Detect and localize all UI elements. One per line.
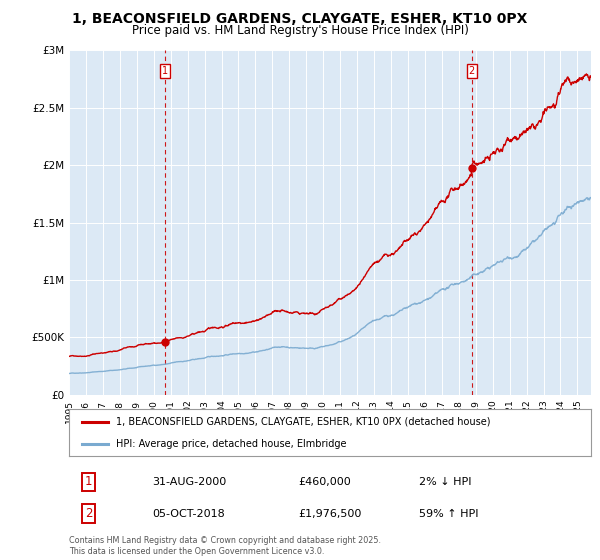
Text: 05-OCT-2018: 05-OCT-2018 bbox=[152, 508, 225, 519]
Text: £460,000: £460,000 bbox=[299, 477, 352, 487]
Text: 1, BEACONSFIELD GARDENS, CLAYGATE, ESHER, KT10 0PX (detached house): 1, BEACONSFIELD GARDENS, CLAYGATE, ESHER… bbox=[116, 417, 490, 427]
Text: 2: 2 bbox=[469, 66, 475, 76]
Text: 2% ↓ HPI: 2% ↓ HPI bbox=[419, 477, 471, 487]
Text: 2: 2 bbox=[85, 507, 92, 520]
Text: 31-AUG-2000: 31-AUG-2000 bbox=[152, 477, 227, 487]
Text: HPI: Average price, detached house, Elmbridge: HPI: Average price, detached house, Elmb… bbox=[116, 438, 346, 449]
Text: 1: 1 bbox=[162, 66, 168, 76]
Text: Price paid vs. HM Land Registry's House Price Index (HPI): Price paid vs. HM Land Registry's House … bbox=[131, 24, 469, 36]
Text: Contains HM Land Registry data © Crown copyright and database right 2025.
This d: Contains HM Land Registry data © Crown c… bbox=[69, 536, 381, 556]
Text: 1, BEACONSFIELD GARDENS, CLAYGATE, ESHER, KT10 0PX: 1, BEACONSFIELD GARDENS, CLAYGATE, ESHER… bbox=[73, 12, 527, 26]
Text: £1,976,500: £1,976,500 bbox=[299, 508, 362, 519]
Text: 1: 1 bbox=[85, 475, 92, 488]
Text: 59% ↑ HPI: 59% ↑ HPI bbox=[419, 508, 478, 519]
